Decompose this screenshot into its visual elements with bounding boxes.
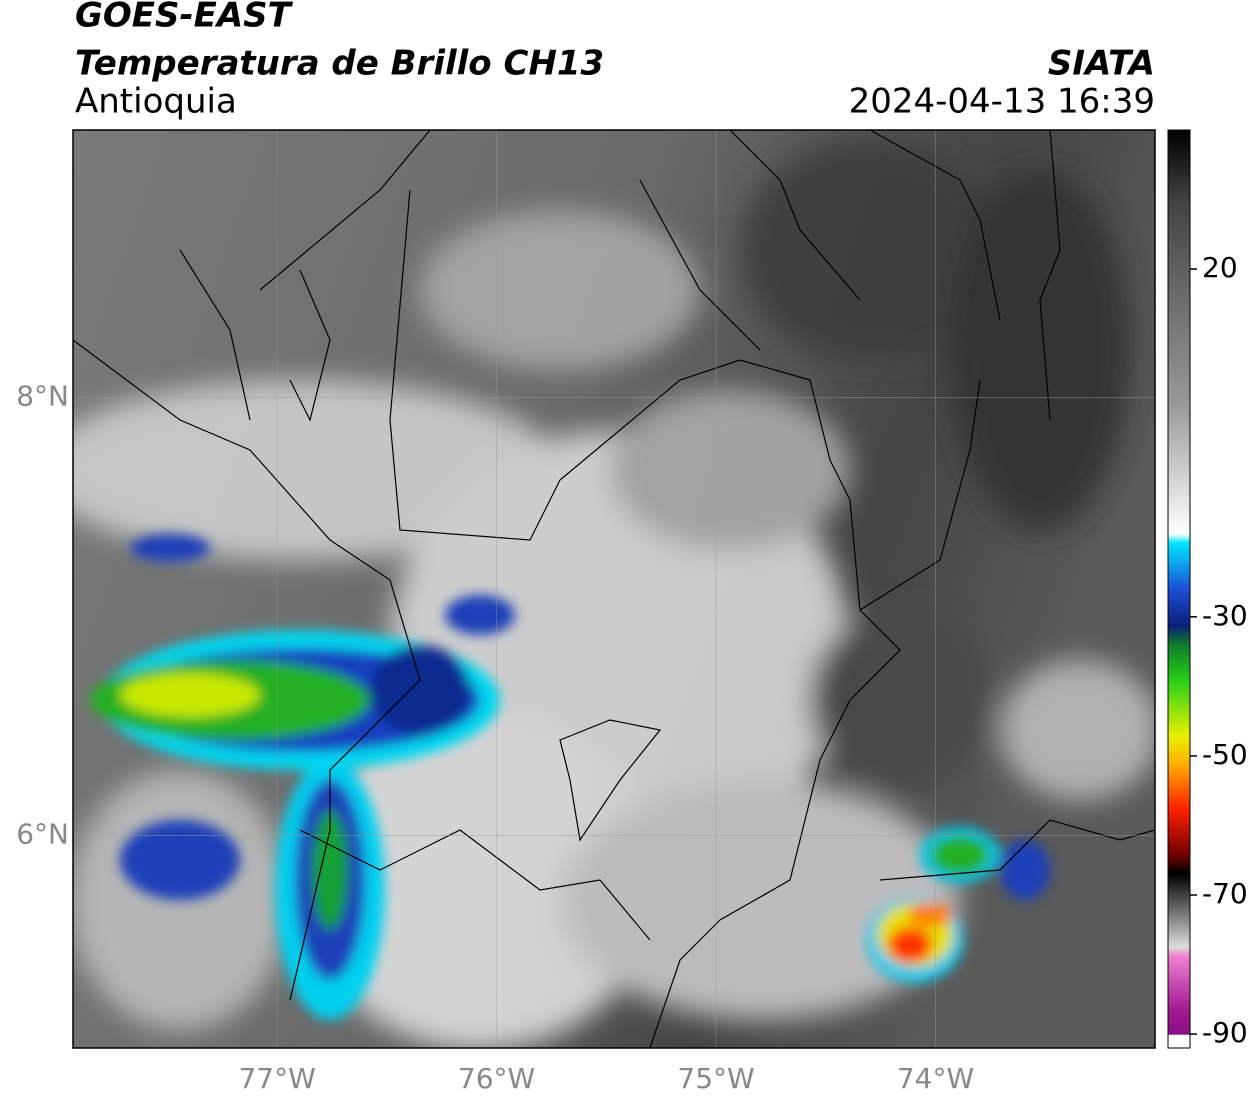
y-tick-label: 8°N (16, 379, 69, 412)
colorbar-tick-label: -30 (1202, 599, 1248, 632)
region: Antioquia (75, 82, 237, 122)
x-tick-label: 74°W (897, 1062, 974, 1095)
colorbar (1167, 129, 1191, 1049)
colorbar-tick-label: -90 (1202, 1016, 1248, 1049)
title: GOES-EAST (75, 0, 294, 36)
map-frame (72, 129, 1156, 1049)
x-tick-label: 77°W (238, 1062, 315, 1095)
source: SIATA (1048, 44, 1155, 84)
timestamp: 2024-04-13 16:39 (849, 82, 1155, 122)
colorbar-tick-label: -70 (1202, 877, 1248, 910)
x-tick-label: 76°W (458, 1062, 535, 1095)
grid (73, 130, 1155, 1048)
colorbar-tick-label: -50 (1202, 738, 1248, 771)
y-tick-label: 6°N (16, 817, 69, 850)
x-tick-label: 75°W (677, 1062, 754, 1095)
subtitle: Temperatura de Brillo CH13 (75, 44, 604, 84)
satellite-image (73, 130, 1155, 1048)
colorbar-tick-label: 20 (1202, 251, 1238, 284)
